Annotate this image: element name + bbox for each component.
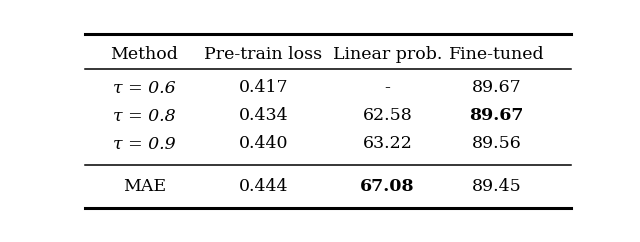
Text: 0.444: 0.444 — [239, 178, 288, 195]
Text: Linear prob.: Linear prob. — [333, 46, 442, 63]
Text: 0.440: 0.440 — [239, 135, 288, 152]
Text: τ = 0.8: τ = 0.8 — [113, 107, 176, 124]
Text: MAE: MAE — [123, 178, 166, 195]
Text: Fine-tuned: Fine-tuned — [449, 46, 545, 63]
Text: 67.08: 67.08 — [360, 178, 415, 195]
Text: 89.67: 89.67 — [472, 79, 522, 96]
Text: 89.67: 89.67 — [469, 107, 524, 124]
Text: τ = 0.9: τ = 0.9 — [113, 135, 176, 152]
Text: 0.434: 0.434 — [239, 107, 289, 124]
Text: 89.56: 89.56 — [472, 135, 522, 152]
Text: -: - — [385, 79, 390, 96]
Text: τ = 0.6: τ = 0.6 — [113, 79, 176, 96]
Text: Method: Method — [111, 46, 179, 63]
Text: 62.58: 62.58 — [363, 107, 412, 124]
Text: 89.45: 89.45 — [472, 178, 522, 195]
Text: 63.22: 63.22 — [363, 135, 412, 152]
Text: 0.417: 0.417 — [239, 79, 289, 96]
Text: Pre-train loss: Pre-train loss — [204, 46, 323, 63]
